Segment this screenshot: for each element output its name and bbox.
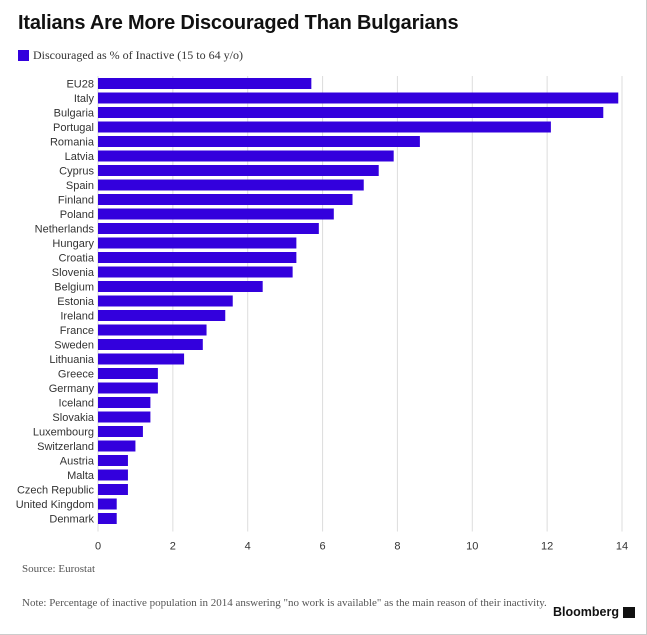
bar: [98, 223, 319, 234]
category-label: Bulgaria: [54, 108, 95, 120]
category-label: Switzerland: [37, 441, 94, 453]
bar: [98, 469, 128, 481]
bar: [98, 484, 128, 495]
category-label: Portugal: [53, 122, 94, 134]
category-label: Croatia: [59, 253, 95, 265]
bar: [98, 411, 151, 423]
x-tick-label: 0: [95, 541, 101, 553]
x-tick-label: 4: [245, 541, 251, 553]
bar: [98, 310, 226, 321]
bar: [98, 426, 143, 437]
category-label: Finland: [58, 195, 94, 207]
bar: [98, 339, 203, 350]
bar: [98, 237, 297, 249]
category-label: Spain: [66, 180, 94, 192]
category-label: Germany: [49, 383, 95, 395]
bloomberg-bars-icon: [623, 606, 635, 618]
category-label: Austria: [60, 456, 95, 468]
bar: [98, 121, 551, 133]
bar: [98, 382, 158, 394]
category-label: Cyprus: [59, 166, 94, 178]
bar: [98, 324, 207, 336]
category-label: Greece: [58, 369, 94, 381]
category-label: Luxembourg: [33, 427, 94, 439]
bar: [98, 165, 379, 176]
x-tick-label: 8: [394, 541, 400, 553]
bar: [98, 194, 353, 205]
category-label: Czech Republic: [17, 485, 95, 497]
category-label: Ireland: [60, 311, 94, 323]
category-label: Slovenia: [52, 267, 95, 279]
category-label: Estonia: [57, 296, 95, 308]
bar: [98, 295, 233, 307]
bar: [98, 397, 151, 408]
bar: [98, 252, 297, 263]
category-label: Sweden: [54, 340, 94, 352]
footnote: Note: Percentage of inactive population …: [22, 597, 547, 609]
bar: [98, 78, 312, 89]
category-label: Slovakia: [52, 412, 94, 424]
category-label: Romania: [50, 137, 95, 149]
category-label: Denmark: [49, 514, 94, 526]
bar: [98, 281, 263, 292]
category-label: France: [60, 325, 94, 337]
category-label: Hungary: [52, 238, 94, 250]
bar: [98, 179, 364, 191]
brand-name: Bloomberg: [553, 605, 619, 619]
category-label: Belgium: [54, 282, 94, 294]
category-label: Lithuania: [49, 354, 95, 366]
legend-label: Discouraged as % of Inactive (15 to 64 y…: [33, 48, 243, 62]
legend-swatch: [18, 50, 29, 61]
bar: [98, 136, 420, 147]
category-label: Iceland: [59, 398, 94, 410]
bar: [98, 266, 293, 278]
chart-title: Italians Are More Discouraged Than Bulga…: [18, 12, 459, 34]
brand-logo: Bloomberg: [553, 605, 635, 619]
category-label: United Kingdom: [16, 499, 94, 511]
x-tick-label: 12: [541, 541, 553, 553]
bar: [98, 353, 185, 365]
bar-chart: 0 2 4 6 8 10 12 14 EU28 Italy Bulgaria Portugal Roma…: [16, 76, 628, 553]
x-tick-label: 10: [466, 541, 478, 553]
bar: [98, 208, 334, 220]
bar: [98, 498, 117, 510]
bar: [98, 440, 136, 452]
category-label: Poland: [60, 209, 94, 221]
bar: [98, 150, 394, 162]
x-tick-label: 2: [170, 541, 176, 553]
bar: [98, 107, 604, 118]
category-label: Netherlands: [35, 224, 95, 236]
category-label: Latvia: [65, 151, 95, 163]
category-label: EU28: [66, 79, 94, 91]
source-note: Source: Eurostat: [22, 563, 96, 575]
category-label: Italy: [74, 93, 95, 105]
bar: [98, 368, 158, 379]
bar: [98, 455, 128, 466]
category-label: Malta: [67, 470, 95, 482]
bar: [98, 92, 619, 104]
legend: Discouraged as % of Inactive (15 to 64 y…: [18, 48, 243, 63]
x-tick-label: 6: [320, 541, 326, 553]
bar: [98, 513, 117, 524]
x-tick-label: 14: [616, 541, 628, 553]
